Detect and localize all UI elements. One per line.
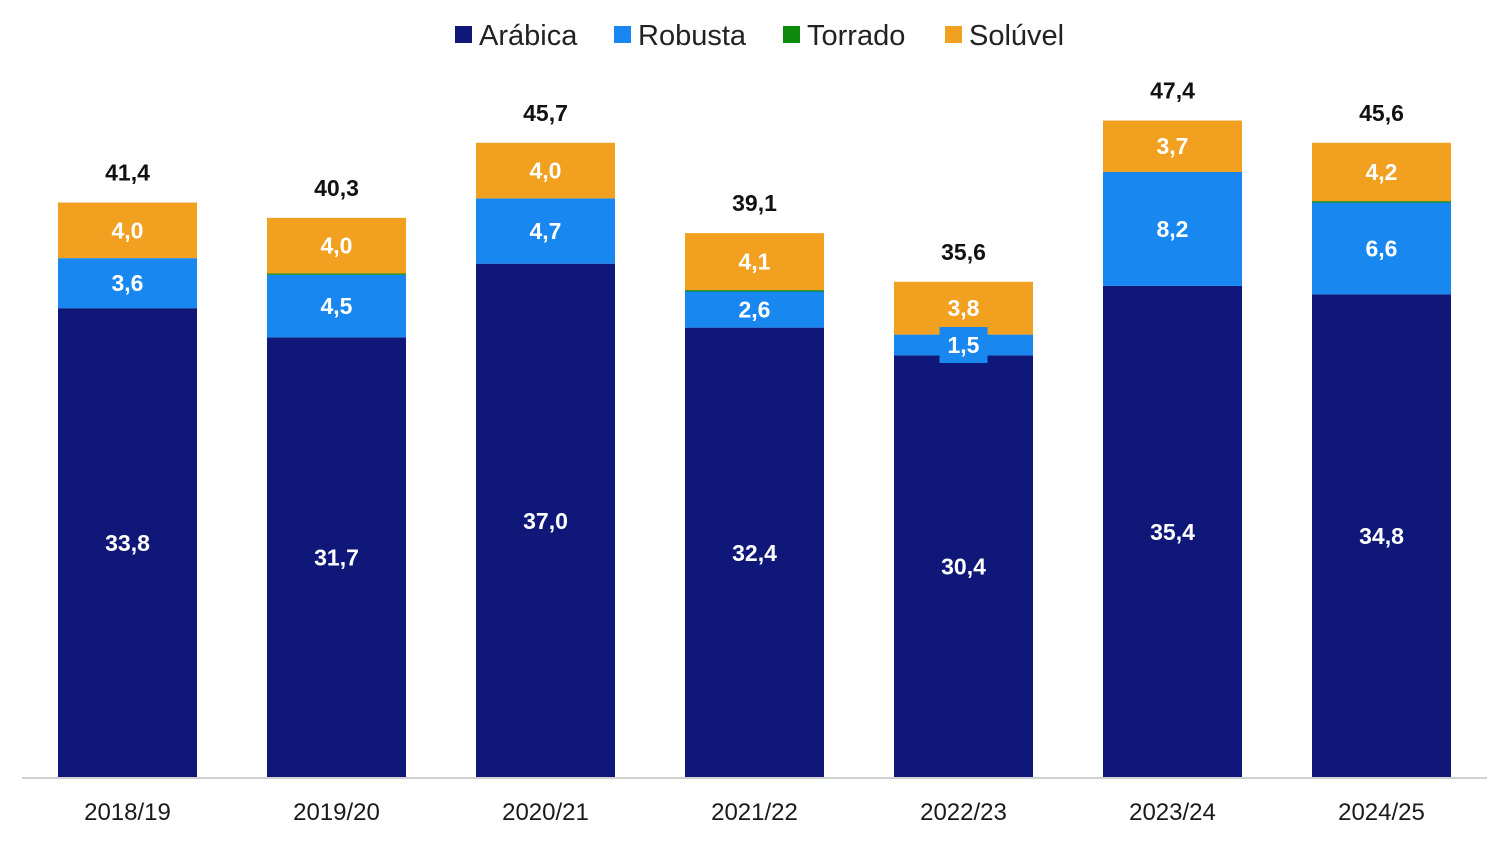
bar-robusta-2 [476, 198, 615, 264]
category-label-1: 2019/20 [293, 799, 380, 826]
legend-label-soluvel: Solúvel [969, 20, 1064, 52]
bar-arabica-0 [58, 308, 197, 778]
bar-arabica-3 [685, 327, 824, 778]
bar-torrado-1 [267, 273, 406, 275]
seg-label-soluvel-5: 3,7 [1157, 133, 1189, 159]
legend-label-torrado: Torrado [807, 20, 905, 52]
total-label-6: 45,6 [1359, 100, 1404, 126]
bar-soluvel-5 [1103, 120, 1242, 172]
bar-torrado-6 [1312, 201, 1451, 203]
seg-label-robusta-2: 4,7 [530, 218, 562, 244]
bar-robusta-1 [267, 274, 406, 338]
legend-swatch-torrado [783, 26, 800, 43]
total-label-5: 47,4 [1150, 78, 1195, 104]
category-label-2: 2020/21 [502, 799, 589, 826]
total-label-2: 45,7 [523, 100, 568, 126]
bar-torrado-3 [685, 290, 824, 292]
category-label-3: 2021/22 [711, 799, 798, 826]
legend-label-robusta: Robusta [638, 20, 747, 52]
total-label-1: 40,3 [314, 175, 359, 201]
legend: Arábica Robusta Torrado Solúvel [455, 20, 1064, 52]
category-label-4: 2022/23 [920, 799, 1007, 826]
seg-label-robusta-3: 2,6 [739, 297, 771, 323]
seg-label-soluvel-6: 4,2 [1366, 159, 1398, 185]
seg-label-robusta-0: 3,6 [112, 270, 144, 296]
total-label-4: 35,6 [941, 239, 986, 265]
bar-soluvel-6 [1312, 142, 1451, 202]
labels: 33,8 3,6 4,0 41,4 2018/19 31,7 4,5 4,0 40,3 2019/… [84, 78, 1425, 826]
bar-soluvel-0 [58, 202, 197, 259]
seg-label-arabica-2: 37,0 [523, 508, 568, 534]
total-label-3: 39,1 [732, 190, 777, 216]
bar-robusta-0 [58, 258, 197, 309]
seg-label-robusta-5: 8,2 [1157, 216, 1189, 242]
bar-arabica-2 [476, 263, 615, 778]
bar-arabica-4 [894, 355, 1033, 778]
bar-robusta-5 [1103, 171, 1242, 286]
seg-label-box-robusta-4 [939, 327, 988, 364]
bar-arabica-1 [267, 337, 406, 778]
seg-label-soluvel-4: 3,8 [948, 295, 980, 321]
bar-soluvel-1 [267, 217, 406, 274]
bar-soluvel-2 [476, 142, 615, 199]
seg-label-robusta-4: 1,5 [948, 332, 980, 358]
seg-label-arabica-6: 34,8 [1359, 523, 1404, 549]
seg-label-arabica-0: 33,8 [105, 530, 150, 556]
bars [58, 120, 1451, 778]
seg-label-robusta-6: 6,6 [1366, 235, 1398, 261]
bar-arabica-5 [1103, 285, 1242, 778]
seg-label-soluvel-1: 4,0 [321, 233, 353, 259]
total-label-0: 41,4 [105, 160, 150, 186]
seg-label-arabica-3: 32,4 [732, 540, 777, 566]
legend-swatch-robusta [614, 26, 631, 43]
bar-robusta-3 [685, 291, 824, 328]
seg-label-arabica-5: 35,4 [1150, 519, 1195, 545]
seg-label-soluvel-2: 4,0 [530, 158, 562, 184]
seg-label-soluvel-3: 4,1 [739, 249, 771, 275]
category-label-5: 2023/24 [1129, 799, 1216, 826]
seg-label-soluvel-0: 4,0 [112, 217, 144, 243]
category-label-6: 2024/25 [1338, 799, 1425, 826]
bar-soluvel-4 [894, 281, 1033, 335]
bar-arabica-6 [1312, 294, 1451, 778]
seg-label-arabica-4: 30,4 [941, 554, 986, 580]
seg-label-arabica-1: 31,7 [314, 545, 359, 571]
legend-label-arabica: Arábica [479, 20, 578, 52]
legend-swatch-arabica [455, 26, 472, 43]
bar-robusta-6 [1312, 202, 1451, 295]
legend-swatch-soluvel [945, 26, 962, 43]
bar-soluvel-3 [685, 233, 824, 291]
category-label-0: 2018/19 [84, 799, 171, 826]
seg-label-robusta-1: 4,5 [321, 293, 353, 319]
